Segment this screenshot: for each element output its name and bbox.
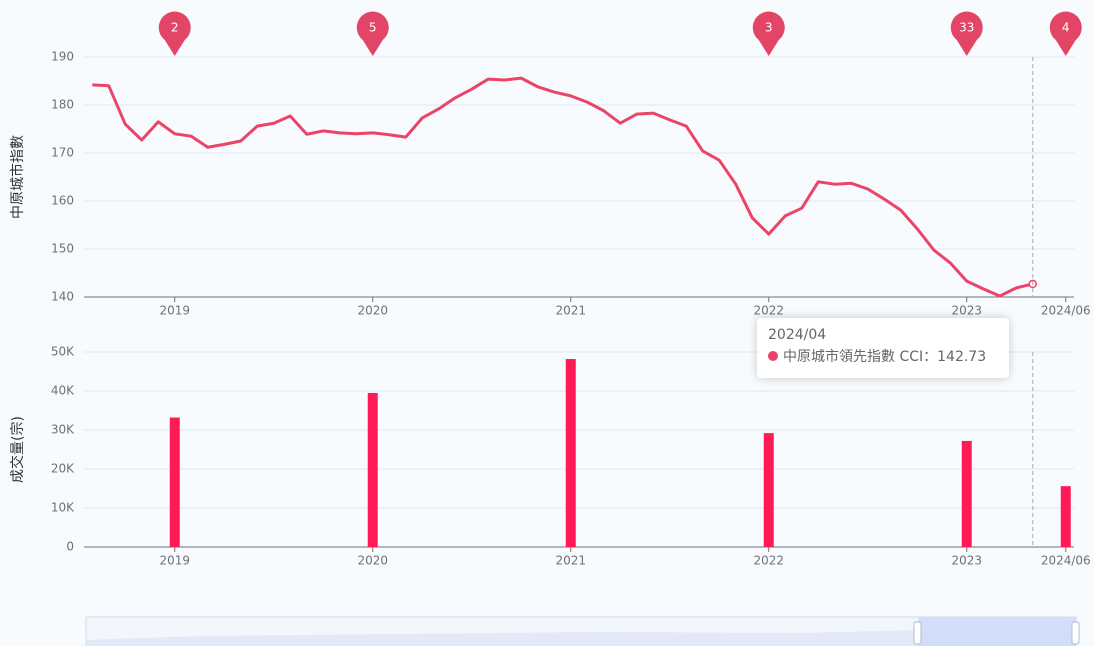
line	[92, 76, 1034, 298]
zoom-preview	[86, 628, 1076, 646]
pin-marker	[950, 11, 983, 57]
tooltip-row: 中原城市領先指數 CCI：142.73	[768, 346, 998, 368]
y-tick-label: 30K	[51, 423, 75, 437]
tooltip-title: 2024/04	[768, 327, 827, 343]
pin-label: 2	[171, 21, 179, 35]
y-tick-label: 40K	[51, 384, 75, 398]
bar	[961, 440, 972, 547]
zoom-handle[interactable]	[913, 621, 922, 645]
tooltip-text: 中原城市領先指數 CCI：142.73	[783, 349, 987, 365]
pin-label: 3	[765, 21, 773, 35]
y-tick-label: 0	[66, 540, 74, 554]
x-tick-label: 2024/06	[1041, 304, 1091, 318]
bar	[1060, 486, 1071, 547]
x-tick-label: 2022	[753, 554, 784, 568]
x-tick-label: 2023	[951, 304, 982, 318]
pin: 3	[752, 11, 785, 57]
y-tick-label: 180	[51, 98, 74, 112]
x-tick-label: 2021	[555, 304, 586, 318]
pin-marker	[158, 11, 191, 57]
y-tick-label: 20K	[51, 462, 75, 476]
pin: 5	[356, 11, 389, 57]
pin-marker	[752, 11, 785, 57]
x-tick-label: 2019	[159, 304, 190, 318]
bar	[565, 359, 576, 547]
zoom-handle[interactable]	[1071, 621, 1080, 645]
y-axis-title: 中原城市指數	[9, 135, 26, 219]
zoom-window[interactable]	[918, 617, 1076, 646]
y-tick-label: 10K	[51, 501, 75, 515]
data-zoom[interactable]	[85, 616, 1080, 646]
x-tick-label: 2024/06	[1041, 554, 1091, 568]
y-axis-title: 成交量(宗)	[9, 416, 26, 483]
y-tick-label: 150	[51, 242, 74, 256]
tooltip-dot	[768, 351, 778, 361]
tooltip: 2024/04 中原城市領先指數 CCI：142.73	[757, 318, 1009, 378]
x-tick-label: 2021	[555, 554, 586, 568]
pin-label: 4	[1062, 21, 1070, 35]
y-tick-label: 50K	[51, 345, 75, 359]
pin-marker	[356, 11, 389, 57]
x-tick-label: 2023	[951, 554, 982, 568]
y-tick-label: 140	[51, 290, 74, 304]
pin-label: 33	[959, 21, 974, 35]
pin-label: 5	[369, 21, 377, 35]
bar	[367, 392, 378, 547]
pin: 4	[1049, 11, 1082, 57]
pin: 2	[158, 11, 191, 57]
x-tick-label: 2019	[159, 554, 190, 568]
pin: 33	[950, 11, 983, 57]
bar	[169, 417, 180, 547]
bar	[763, 433, 774, 547]
y-tick-label: 190	[51, 50, 74, 64]
x-tick-label: 2020	[357, 304, 388, 318]
x-tick-label: 2022	[753, 304, 784, 318]
x-tick-label: 2020	[357, 554, 388, 568]
y-tick-label: 160	[51, 194, 74, 208]
pin-marker	[1049, 11, 1082, 57]
y-tick-label: 170	[51, 146, 74, 160]
